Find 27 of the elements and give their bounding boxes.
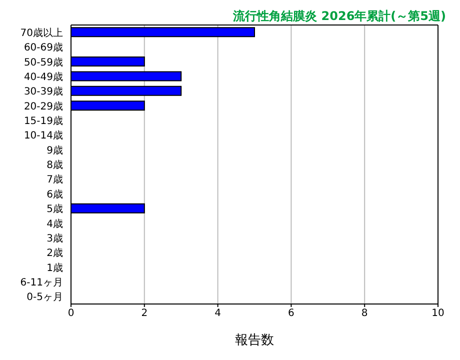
y-tick-label: 20-29歳 bbox=[24, 100, 63, 112]
y-tick-label: 5歳 bbox=[46, 203, 63, 216]
y-tick-label: 40-49歳 bbox=[24, 70, 63, 83]
y-tick-label: 60-69歳 bbox=[24, 42, 63, 54]
y-tick-label: 4歳 bbox=[46, 218, 63, 230]
x-tick-label: 2 bbox=[141, 308, 148, 320]
y-tick-label: 6-11ヶ月 bbox=[20, 278, 63, 289]
chart-title: 流行性角結膜炎 2026年累計(～第5週) bbox=[232, 8, 447, 24]
y-tick-label: 30-39歳 bbox=[24, 86, 63, 98]
x-axis-title: 報告数 bbox=[235, 333, 274, 348]
y-tick-label: 6歳 bbox=[46, 188, 63, 200]
y-tick-label: 1歳 bbox=[46, 262, 63, 274]
y-tick-label: 50-59歳 bbox=[24, 56, 63, 68]
y-tick-label: 8歳 bbox=[46, 159, 63, 172]
y-tick-label: 2歳 bbox=[46, 247, 63, 260]
x-tick-label: 8 bbox=[361, 308, 368, 320]
y-tick-label: 7歳 bbox=[46, 174, 63, 186]
x-tick-label: 6 bbox=[288, 308, 294, 320]
y-tick-label: 70歳以上 bbox=[20, 26, 63, 39]
y-tick-label: 3歳 bbox=[46, 232, 63, 244]
x-tick-label: 10 bbox=[432, 308, 444, 320]
x-tick-label: 0 bbox=[68, 308, 74, 320]
y-tick-label: 9歳 bbox=[46, 144, 63, 156]
y-tick-label: 0-5ヶ月 bbox=[26, 292, 63, 304]
y-tick-label: 15-19歳 bbox=[24, 114, 63, 127]
x-tick-label: 4 bbox=[214, 308, 221, 320]
y-tick-label: 10-14歳 bbox=[24, 130, 63, 142]
